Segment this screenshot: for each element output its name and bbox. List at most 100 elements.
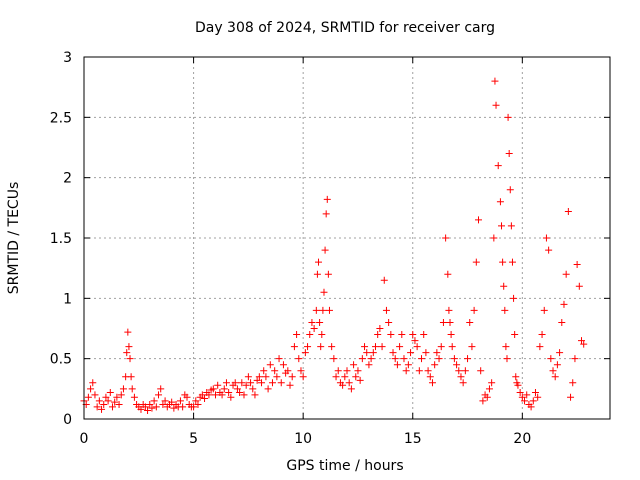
data-point <box>470 306 478 314</box>
data-point <box>308 318 316 326</box>
data-point <box>231 379 239 387</box>
data-point <box>472 258 480 266</box>
data-point <box>575 282 583 290</box>
data-point <box>389 349 397 357</box>
data-point <box>255 373 263 381</box>
data-point <box>466 318 474 326</box>
data-point <box>446 318 454 326</box>
data-point <box>100 401 108 409</box>
data-point <box>529 397 537 405</box>
data-point <box>310 325 318 332</box>
data-point <box>137 405 145 413</box>
data-point <box>578 337 586 345</box>
data-point <box>214 381 222 389</box>
data-point <box>500 282 508 290</box>
data-point <box>161 397 169 405</box>
data-point <box>534 393 542 401</box>
data-point <box>374 331 382 339</box>
data-point <box>396 343 404 351</box>
data-point <box>286 381 294 389</box>
data-point <box>562 270 570 278</box>
data-point <box>144 407 152 415</box>
data-point <box>194 401 202 409</box>
x-tick-label: 20 <box>513 431 531 447</box>
data-point <box>209 385 217 393</box>
data-point <box>444 270 452 278</box>
data-point <box>358 355 366 363</box>
y-tick-label: 0 <box>63 412 72 428</box>
data-point <box>159 401 167 409</box>
data-point <box>415 367 423 375</box>
data-point <box>435 355 443 363</box>
data-point <box>428 379 436 387</box>
data-point <box>299 373 307 381</box>
data-point <box>152 403 160 411</box>
data-point <box>461 367 469 375</box>
data-point <box>516 388 524 396</box>
grid <box>84 57 610 419</box>
data-point <box>496 198 504 206</box>
data-point <box>560 300 568 308</box>
data-point <box>507 222 515 230</box>
data-point <box>580 340 588 348</box>
data-point <box>420 331 428 339</box>
data-point <box>323 195 331 203</box>
data-point <box>148 404 156 412</box>
data-point <box>190 403 198 411</box>
data-point <box>547 355 555 363</box>
data-point <box>542 234 550 242</box>
x-axis: 0 5 10 15 20 <box>80 57 531 447</box>
data-point <box>260 367 268 375</box>
data-point <box>104 397 112 405</box>
data-point <box>95 397 103 405</box>
data-point <box>98 405 106 413</box>
data-point <box>508 258 516 266</box>
data-point <box>313 270 321 278</box>
data-point <box>365 361 373 369</box>
data-point <box>380 276 388 284</box>
data-point <box>170 404 178 412</box>
data-point <box>549 367 557 375</box>
data-point <box>334 367 342 375</box>
data-point <box>319 306 327 314</box>
data-point <box>393 361 401 369</box>
data-point <box>218 391 226 399</box>
data-point <box>227 393 235 401</box>
data-point <box>192 397 200 405</box>
data-point <box>518 393 526 401</box>
data-point <box>317 343 325 351</box>
data-point <box>506 186 514 194</box>
data-point <box>330 355 338 363</box>
data-point <box>262 373 270 381</box>
data-point <box>321 246 329 254</box>
data-point <box>564 207 572 215</box>
data-point <box>455 367 463 375</box>
data-point <box>108 403 116 411</box>
data-point <box>404 361 412 369</box>
data-point <box>356 376 364 384</box>
x-tick-label: 5 <box>189 431 198 447</box>
data-point <box>445 306 453 314</box>
data-point <box>301 349 309 357</box>
data-point <box>545 246 553 254</box>
data-point <box>499 258 507 266</box>
data-point <box>558 318 566 326</box>
data-point <box>123 349 131 357</box>
data-point <box>512 373 520 381</box>
data-point <box>284 367 292 375</box>
data-point <box>325 306 333 314</box>
y-tick-label: 3 <box>63 50 72 66</box>
data-point <box>498 222 506 230</box>
data-point <box>339 381 347 389</box>
data-point <box>102 393 110 401</box>
data-point <box>127 373 135 381</box>
data-point <box>91 391 99 399</box>
data-point <box>115 401 123 409</box>
data-point <box>279 361 287 369</box>
data-point <box>407 349 415 357</box>
data-point <box>490 234 498 242</box>
data-point <box>411 337 419 345</box>
y-axis-label: SRMTID / TECUs <box>6 182 22 295</box>
x-tick-label: 15 <box>404 431 422 447</box>
